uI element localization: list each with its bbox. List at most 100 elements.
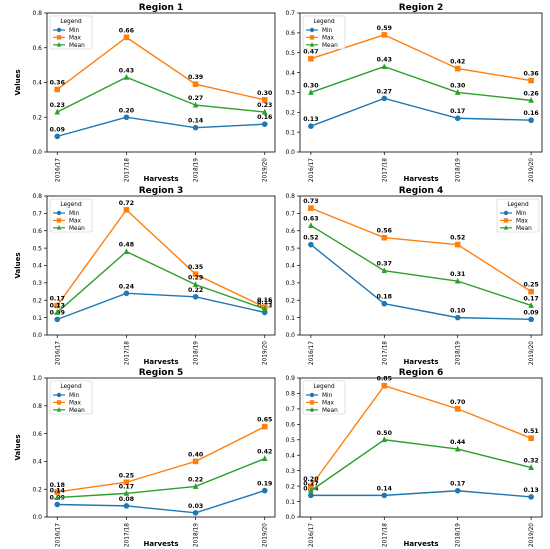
data-point-min: [123, 290, 130, 297]
y-tick-label: 0.2: [32, 297, 42, 304]
data-label-max: 0.25: [119, 472, 134, 479]
chart-title: Region 1: [139, 3, 184, 13]
legend-swatch-marker: [56, 218, 62, 223]
plot-frame: [46, 377, 276, 518]
y-tick-label: 0.1: [285, 129, 295, 136]
x-tick-label: 2017/18: [124, 523, 130, 547]
data-label-max: 0.66: [119, 27, 134, 34]
data-point-max: [528, 435, 534, 442]
data-point-max: [261, 423, 268, 430]
data-label-min: 0.16: [523, 110, 538, 117]
data-point-mean: [123, 73, 130, 80]
x-tick-label: 2018/19: [194, 341, 200, 365]
data-point-max: [381, 382, 388, 389]
legend-title: Legend: [313, 384, 335, 390]
data-point-max: [454, 406, 461, 412]
y-tick-label: 0.0: [285, 149, 295, 156]
y-tick-label: 0.4: [32, 459, 42, 466]
data-label-max: 0.36: [523, 71, 538, 78]
y-tick-label: 0.4: [32, 80, 42, 87]
x-tick-label: 2018/19: [194, 523, 200, 547]
legend-swatch-marker: [309, 407, 315, 412]
data-label-mean: 0.30: [303, 82, 319, 89]
data-label-max: 0.70: [450, 399, 466, 406]
data-label-mean: 0.31: [450, 271, 465, 278]
y-tick-label: 0.4: [32, 263, 42, 270]
y-tick-label: 0.8: [32, 10, 42, 17]
series-line-mean: [57, 457, 266, 499]
data-point-mean: [528, 302, 534, 308]
data-label-max: 0.25: [523, 282, 538, 289]
data-label-mean: 0.14: [50, 488, 66, 495]
data-label-min: 0.13: [303, 116, 318, 123]
data-point-min: [261, 487, 268, 494]
series-line-mean: [310, 224, 532, 307]
data-label-max: 0.20: [303, 476, 319, 483]
x-tick-label: 2018/19: [194, 158, 200, 182]
legend-swatch-marker: [309, 27, 315, 33]
data-point-max: [192, 81, 199, 88]
legend-entry-mean: Mean: [322, 43, 338, 49]
y-tick-label: 0.2: [285, 109, 295, 116]
data-point-max: [54, 86, 61, 93]
data-point-mean: [123, 489, 130, 496]
data-label-min: 0.03: [188, 503, 203, 510]
y-tick-label: 0.5: [285, 245, 295, 252]
data-point-min: [381, 492, 388, 499]
y-tick-label: 0.8: [32, 403, 42, 410]
x-tick-label: 2019/20: [529, 158, 535, 182]
legend-entry-min: Min: [69, 393, 80, 399]
data-point-mean: [454, 277, 461, 284]
data-label-mean: 0.17: [303, 481, 318, 488]
legend-swatch-marker: [309, 35, 315, 40]
legend-box: [49, 198, 93, 233]
data-label-mean: 0.37: [377, 261, 392, 268]
legend-entry-mean: Mean: [69, 226, 85, 232]
data-label-min: 0.20: [119, 107, 135, 114]
legend-title: Legend: [60, 19, 82, 25]
data-label-min: 0.14: [377, 485, 393, 492]
legend-title: Legend: [60, 202, 82, 208]
data-label-max: 0.59: [377, 25, 392, 32]
series-line-min: [57, 116, 265, 138]
data-point-mean: [261, 455, 268, 462]
chart-title: Region 4: [399, 186, 444, 196]
data-point-mean: [381, 267, 388, 274]
y-tick-label: 0.3: [285, 90, 295, 97]
data-label-min: 0.24: [119, 283, 135, 290]
legend-box: [302, 15, 346, 50]
x-tick-label: 2016/17: [55, 341, 61, 365]
legend-entry-max: Max: [69, 35, 82, 41]
legend-entry-min: Min: [322, 28, 333, 34]
data-label-mean: 0.42: [257, 449, 272, 456]
x-tick-label: 2016/17: [55, 523, 61, 547]
legend-entry-max: Max: [69, 218, 82, 224]
legend-entry-max: Max: [69, 400, 82, 406]
data-label-mean: 0.43: [377, 57, 392, 64]
data-label-min: 0.13: [523, 487, 538, 494]
data-point-max: [192, 458, 199, 465]
y-tick-label: 0.0: [285, 514, 295, 521]
data-point-max: [528, 77, 534, 84]
data-label-max: 0.56: [377, 228, 392, 235]
data-label-mean: 0.43: [119, 67, 134, 74]
data-point-max: [308, 205, 314, 211]
legend-entry-max: Max: [516, 218, 529, 224]
series-line-max: [310, 207, 532, 293]
region-panel-5: Region 5 0.0 0.2 0.4 0.6 0.8 1.0 2016/17 2017/18…: [14, 368, 276, 548]
x-tick-label: 2019/20: [263, 341, 269, 365]
data-label-min: 0.10: [450, 308, 466, 315]
y-tick-label: 0.0: [32, 514, 42, 521]
legend-entry-min: Min: [516, 211, 527, 217]
data-point-min: [308, 241, 314, 248]
y-tick-label: 0.0: [32, 149, 42, 156]
y-tick-label: 0.1: [285, 499, 295, 506]
legend-swatch-marker: [56, 225, 62, 230]
x-tick-label: 2018/19: [456, 158, 462, 182]
data-label-mean: 0.63: [303, 216, 318, 223]
legend-swatch-marker: [56, 35, 62, 40]
data-label-max: 0.65: [257, 417, 272, 424]
data-label-max: 0.16: [257, 297, 272, 304]
data-point-max: [381, 234, 388, 241]
